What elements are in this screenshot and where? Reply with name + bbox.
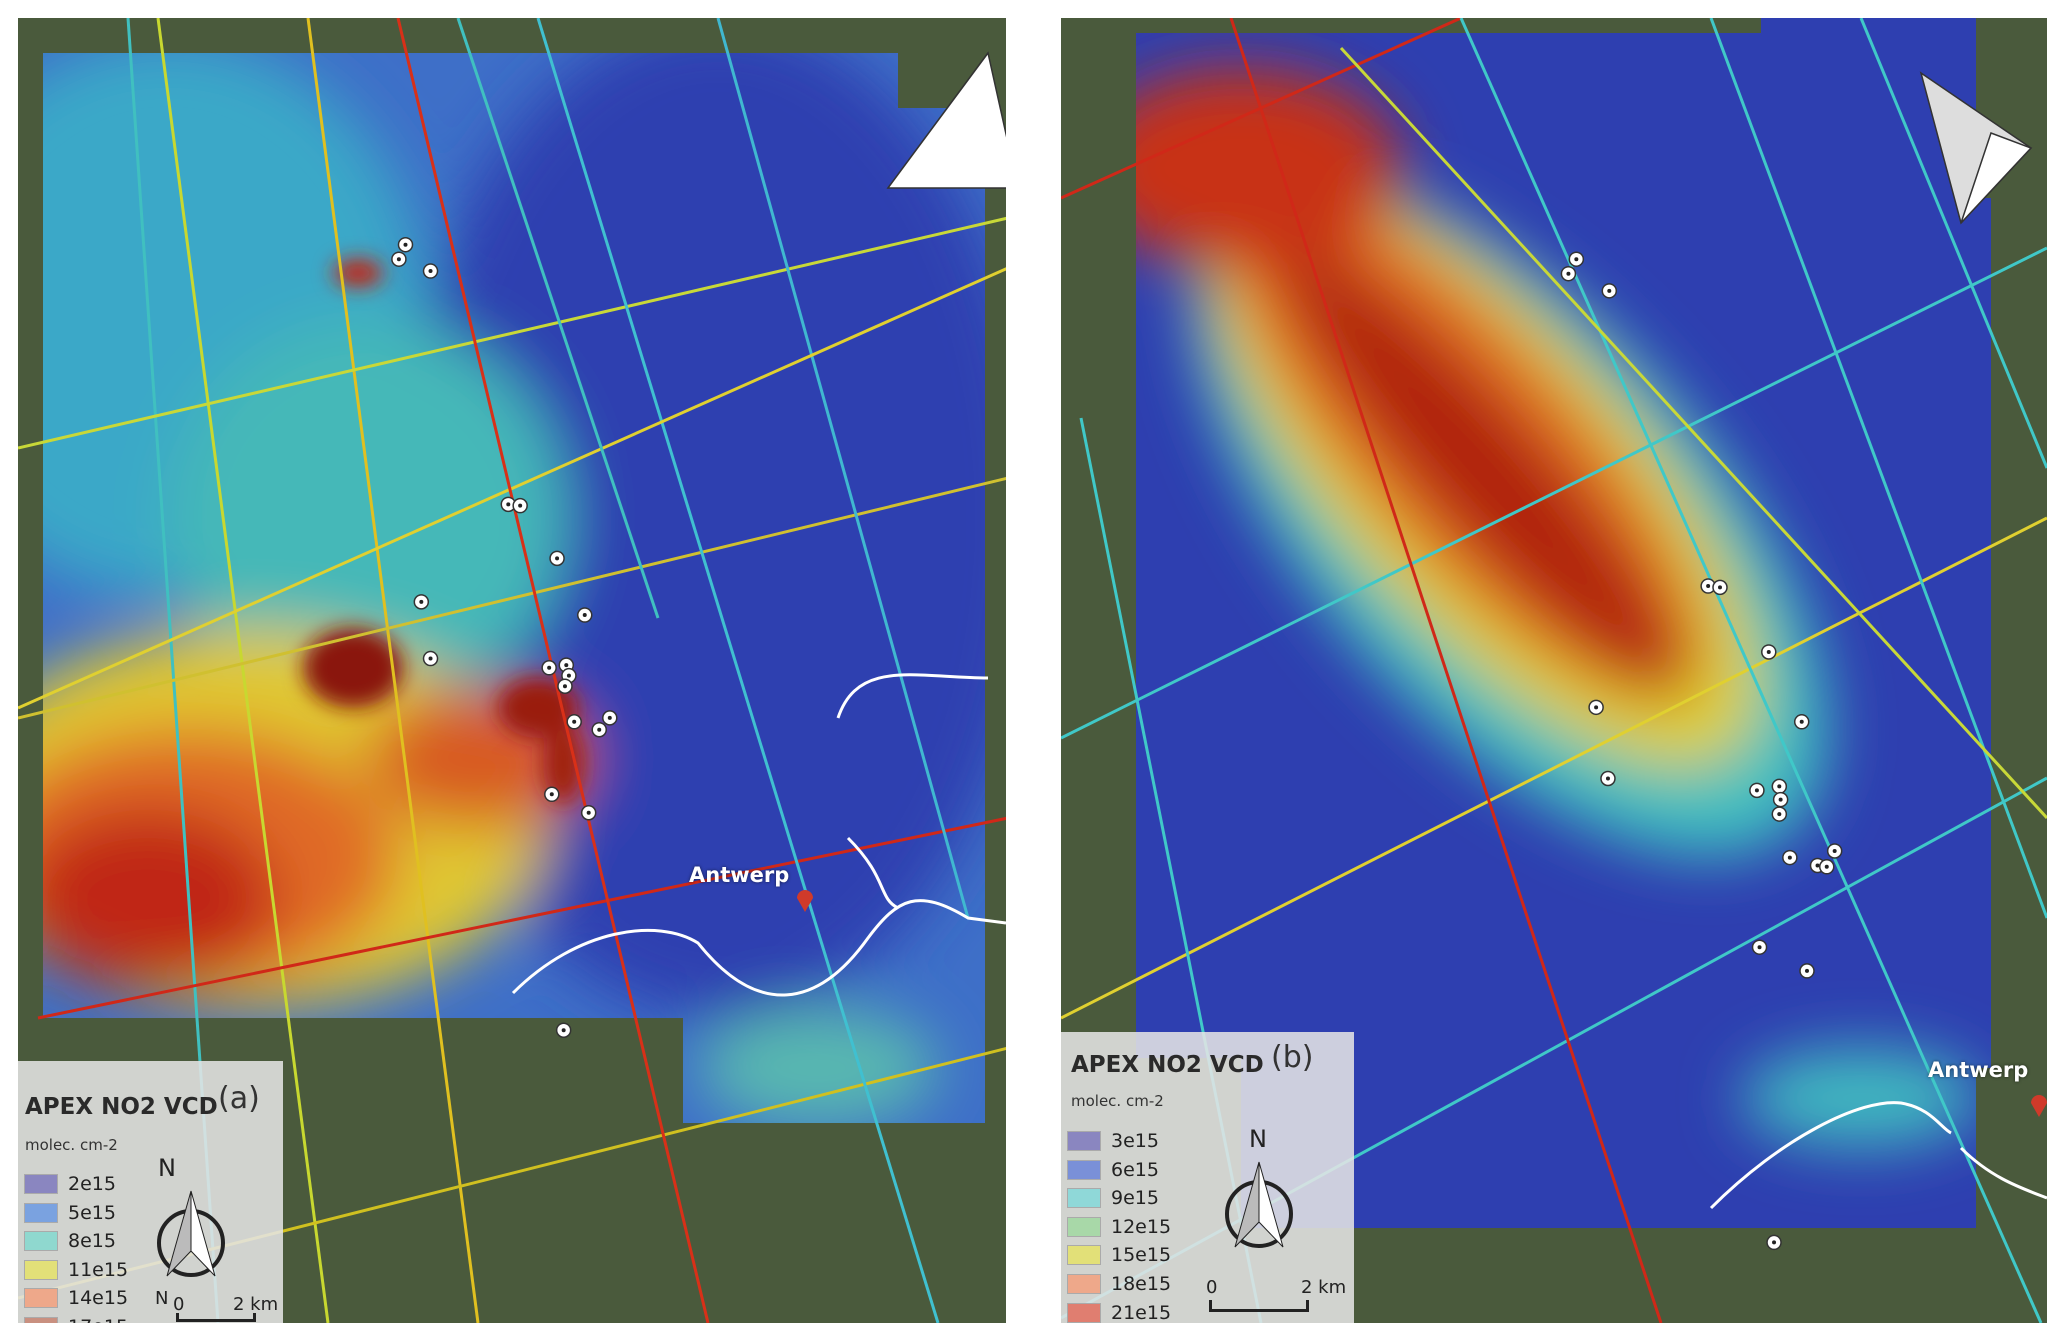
river-scheldt (1709, 1101, 2047, 1210)
legend-swatch (1067, 1245, 1101, 1266)
legend-label: 6e15 (1111, 1158, 1159, 1181)
legend-item: 12e15 (1067, 1216, 1171, 1238)
legend-label: 5e15 (68, 1201, 116, 1224)
legend-swatch (24, 1174, 58, 1194)
flight-lines (1061, 18, 2047, 1323)
legend-swatch (24, 1202, 58, 1223)
flight-line (1859, 18, 2047, 469)
no2-heatmap (43, 53, 985, 1123)
legend-item: 18e15 (1067, 1273, 1171, 1295)
legend-label: 12e15 (1111, 1215, 1172, 1238)
legend-label: 3e15 (1111, 1130, 1159, 1152)
station-markers (391, 236, 618, 1038)
legend-swatch (1067, 1302, 1101, 1323)
flight-line (18, 476, 1006, 720)
scale-bar (176, 1313, 256, 1322)
legend-item: 21e15 (1067, 1302, 1171, 1323)
flight-line (1459, 18, 2043, 1323)
city-pin-icon (797, 890, 813, 912)
city-label: Antwerp (689, 863, 790, 887)
north-arrow-large-icon (1919, 71, 2033, 225)
no2-map-a (18, 18, 1006, 1323)
legend-unit: molec. cm-2 (25, 1136, 118, 1154)
legend-a: APEX NO2 VCD (a) molec. cm-2 2e15 5e15 8e1… (18, 1061, 283, 1323)
legend-swatch (24, 1288, 58, 1309)
north-arrow-icon (157, 1190, 225, 1277)
legend-swatch (1067, 1188, 1101, 1209)
river-scheldt (836, 673, 989, 719)
north-label: N (158, 1154, 176, 1182)
legend-title: APEX NO2 VCD (1071, 1052, 1264, 1078)
legend-swatch (24, 1317, 58, 1323)
flight-line (536, 18, 940, 1323)
legend-item: 2e15 (24, 1173, 116, 1195)
north-arrow-icon (1225, 1161, 1293, 1248)
legend-item: 15e15 (1067, 1244, 1171, 1266)
legend-swatch (1067, 1216, 1101, 1237)
map-panel-a: Antwerp APEX NO2 VCD (a) molec. cm-2 2e1… (18, 18, 1006, 1323)
legend-swatch (24, 1231, 58, 1252)
scale-bar (1209, 1300, 1309, 1312)
river-scheldt-south (511, 899, 1006, 997)
legend-item: 9e15 (1067, 1187, 1159, 1209)
legend-item: 8e15 (24, 1230, 116, 1252)
legend-item: 5e15 (24, 1202, 116, 1224)
legend-label: 8e15 (68, 1230, 116, 1253)
legend-label: 2e15 (68, 1173, 116, 1195)
station-markers (1560, 251, 1843, 1251)
flight-line (18, 267, 1006, 710)
flight-line (456, 18, 660, 619)
legend-unit: molec. cm-2 (1071, 1092, 1164, 1110)
flight-line (1061, 516, 2047, 1020)
city-pin-icon (2031, 1095, 2047, 1117)
legend-item: 6e15 (1067, 1159, 1159, 1181)
flight-line (156, 18, 330, 1323)
scale-end: 2 km (1301, 1277, 1347, 1298)
panel-tag: (a) (218, 1081, 260, 1116)
city-label: Antwerp (1928, 1058, 2029, 1082)
legend-item: 14e15 (24, 1287, 128, 1309)
legend-label: 9e15 (1111, 1187, 1159, 1210)
river-bend (846, 836, 899, 910)
legend-b: APEX NO2 VCD (b) molec. cm-2 3e15 6e15 9e1… (1061, 1032, 1354, 1323)
map-panel-b: Antwerp APEX NO2 VCD (b) molec. cm-2 3e1… (1061, 18, 2047, 1323)
flight-line (37, 816, 1006, 1020)
flight-line (1229, 18, 1663, 1323)
legend-swatch (1067, 1159, 1101, 1180)
legend-item: 3e15 (1067, 1130, 1159, 1152)
legend-swatch (24, 1259, 58, 1280)
flight-line (18, 216, 1006, 450)
flight-line (1061, 246, 2047, 740)
legend-swatch (1067, 1131, 1101, 1151)
legend-label: 14e15 (68, 1287, 129, 1310)
legend-label: 15e15 (1111, 1244, 1172, 1267)
legend-label: 21e15 (1111, 1301, 1172, 1323)
legend-item: 11e15 (24, 1259, 128, 1281)
no2-map-b (1061, 18, 2047, 1323)
flight-line (1709, 18, 2047, 919)
flight-lines (18, 18, 1006, 1323)
legend-swatch (1067, 1274, 1101, 1294)
compass-n: N (155, 1288, 169, 1309)
legend-label: 11e15 (68, 1258, 129, 1281)
scale-start: 0 (1206, 1277, 1218, 1298)
panel-tag: (b) (1271, 1040, 1314, 1075)
flight-line (1339, 46, 2047, 820)
north-label: N (1249, 1125, 1267, 1153)
north-arrow-large-icon (886, 51, 1006, 189)
flight-line (306, 18, 480, 1323)
legend-item: 17e15 (24, 1316, 128, 1323)
legend-label: 17e15 (68, 1316, 128, 1323)
scale-start: 0 (173, 1294, 185, 1315)
flight-line (716, 18, 970, 919)
legend-label: 18e15 (1111, 1273, 1172, 1295)
scale-end: 2 km (233, 1294, 279, 1315)
legend-title: APEX NO2 VCD (25, 1094, 218, 1120)
